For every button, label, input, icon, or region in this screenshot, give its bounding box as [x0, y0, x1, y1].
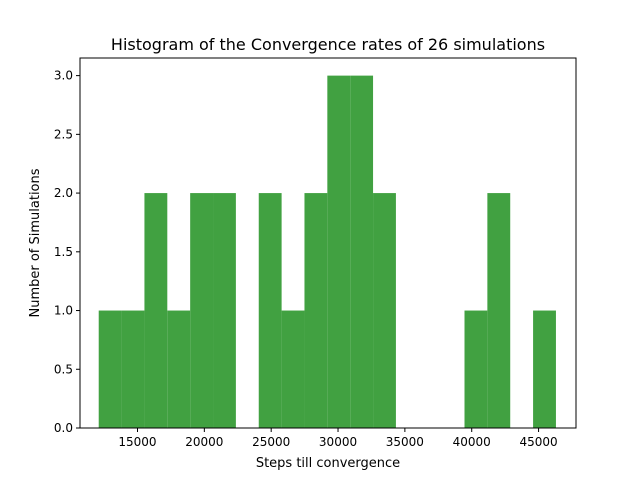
histogram-bar	[487, 193, 511, 428]
x-axis-ticks: 15000 20000 25000 30000 35000 40000 45000	[118, 428, 558, 449]
histogram-bar	[213, 193, 236, 428]
histogram-bar	[121, 310, 145, 428]
histogram-bar	[258, 193, 282, 428]
x-tick-label: 15000	[118, 435, 156, 449]
histogram-bar	[304, 193, 328, 428]
y-tick-label: 0.0	[54, 421, 73, 435]
bars-group	[98, 75, 556, 428]
y-tick-label: 0.5	[54, 362, 73, 376]
histogram-bar	[327, 75, 351, 428]
histogram-bar	[281, 310, 305, 428]
histogram-bar	[533, 310, 556, 428]
x-tick-label: 45000	[519, 435, 557, 449]
histogram-bar	[373, 193, 396, 428]
x-tick-label: 40000	[453, 435, 491, 449]
histogram-bar	[98, 310, 122, 428]
histogram-bar	[350, 75, 374, 428]
y-axis-label: Number of Simulations	[28, 168, 43, 317]
y-tick-label: 1.5	[54, 245, 73, 259]
y-tick-label: 3.0	[54, 69, 73, 83]
x-axis-label: Steps till convergence	[256, 456, 400, 471]
y-tick-label: 2.5	[54, 127, 73, 141]
y-tick-label: 2.0	[54, 186, 73, 200]
y-axis-ticks: 0.0 0.5 1.0 1.5 2.0 2.5 3.0	[54, 69, 80, 435]
plot-frame	[79, 57, 577, 429]
histogram-bar	[144, 193, 168, 428]
histogram-bar	[190, 193, 214, 428]
x-tick-label: 25000	[252, 435, 290, 449]
x-tick-label: 35000	[386, 435, 424, 449]
x-tick-label: 30000	[319, 435, 357, 449]
histogram-bar	[167, 310, 191, 428]
histogram-bar	[464, 310, 488, 428]
x-tick-label: 20000	[185, 435, 223, 449]
chart-title: Histogram of the Convergence rates of 26…	[111, 35, 545, 54]
y-tick-label: 1.0	[54, 304, 73, 318]
